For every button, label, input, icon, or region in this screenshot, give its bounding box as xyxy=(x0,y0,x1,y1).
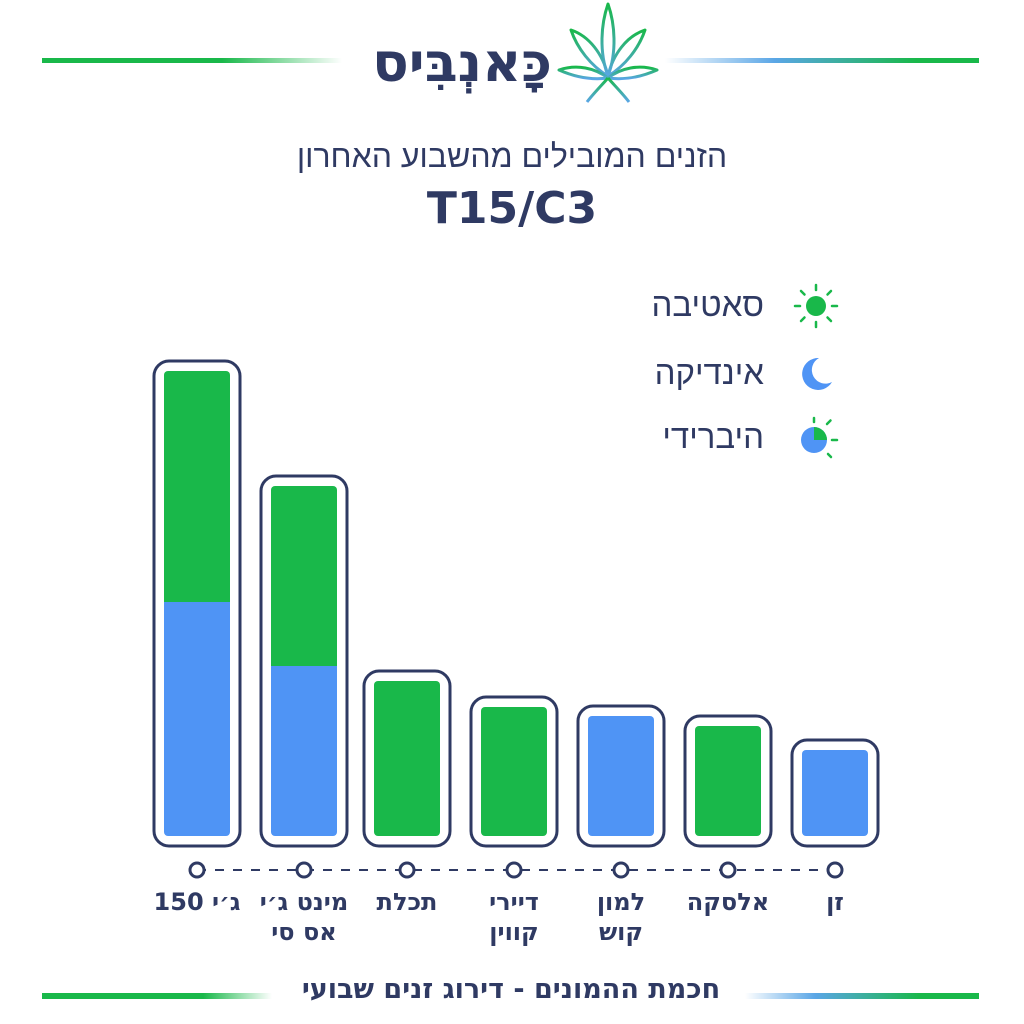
bar-indica xyxy=(164,602,230,836)
axis-marker xyxy=(612,861,630,879)
bar-indica xyxy=(588,716,654,836)
axis-marker xyxy=(398,861,416,879)
moon-icon xyxy=(802,357,832,390)
axis-marker xyxy=(826,861,844,879)
bar-sativa xyxy=(695,726,761,836)
legend-label: היברידי xyxy=(662,418,764,455)
category-label: תכלת xyxy=(377,888,438,916)
category-label: אלסקה xyxy=(687,888,769,916)
category-label: קווין xyxy=(489,918,538,946)
chart-subtitle: הזנים המובילים מהשבוע האחרון xyxy=(296,138,728,174)
bar-sativa-join xyxy=(271,660,337,666)
category-label: דיירי xyxy=(489,888,539,916)
axis-marker xyxy=(505,861,523,879)
bar-indica-join xyxy=(164,602,230,608)
category-label: זן xyxy=(826,888,844,916)
bar-sativa xyxy=(164,371,230,602)
legend-label: סאטיבה xyxy=(651,286,764,323)
bar-sativa-join xyxy=(164,596,230,602)
category-label: קוש xyxy=(599,918,643,946)
legend-item-hybrid: היברידי xyxy=(600,414,840,462)
footer-text: חכמת ההמונים - דירוג זנים שבועי xyxy=(301,974,721,1005)
bar-sativa xyxy=(481,707,547,836)
header-divider-right xyxy=(665,58,979,63)
category-label: למון xyxy=(597,888,645,916)
half-sun-half-moon-icon xyxy=(801,416,839,459)
axis-marker xyxy=(188,861,206,879)
bar-sativa xyxy=(374,681,440,836)
axis-marker xyxy=(295,861,313,879)
legend-label: אינדיקה xyxy=(654,354,764,391)
chart-title: T15/C3 xyxy=(426,183,598,234)
bar-sativa xyxy=(271,486,337,666)
category-label: אס סי xyxy=(271,918,337,946)
header-divider-left xyxy=(42,58,342,63)
category-label: מינט ג׳י xyxy=(260,888,348,916)
bar-indica xyxy=(802,750,868,836)
legend-item-indica: אינדיקה xyxy=(600,350,840,398)
sun-icon xyxy=(793,283,839,329)
footer-divider-right xyxy=(745,993,979,999)
bar-indica-join xyxy=(271,666,337,672)
legend-item-sativa: סאטיבה xyxy=(600,282,840,330)
axis-marker xyxy=(719,861,737,879)
brand-name: כָּאנְבִּיס xyxy=(372,31,552,94)
bar-indica xyxy=(271,666,337,836)
category-label: ג׳י 150 xyxy=(154,888,241,916)
footer-divider-left xyxy=(42,993,272,999)
cannabis-leaf-icon xyxy=(557,2,659,103)
